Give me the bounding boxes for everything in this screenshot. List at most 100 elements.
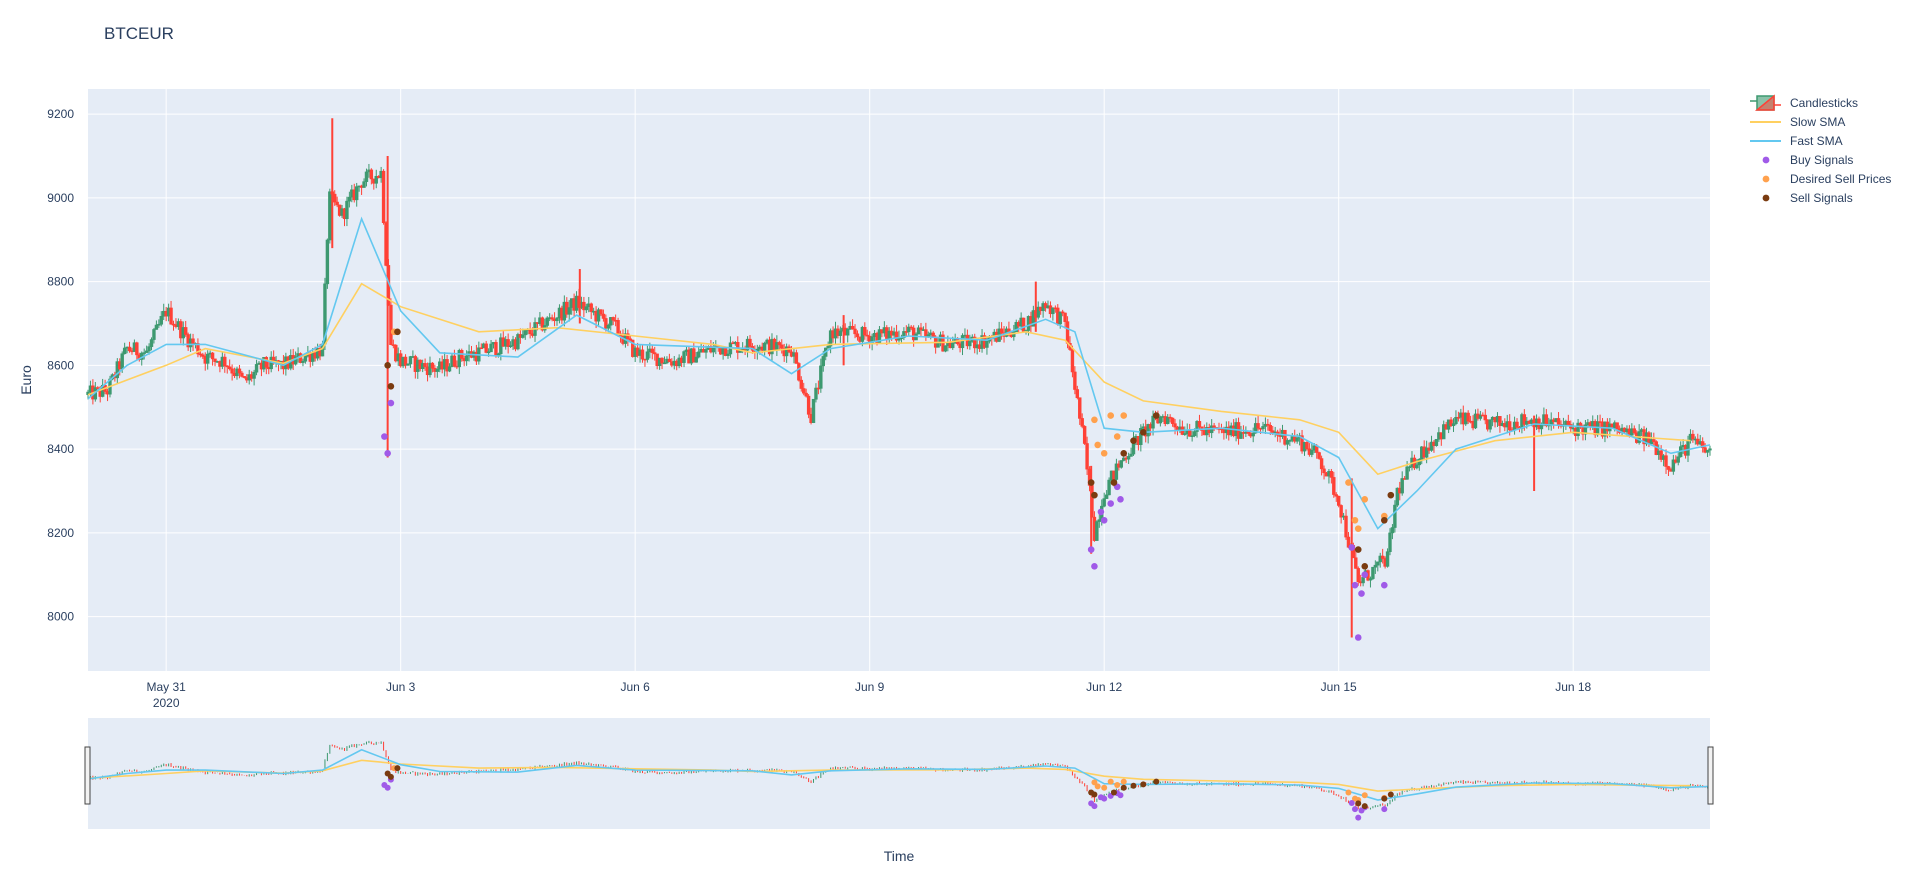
buy-signal-marker — [1358, 590, 1365, 597]
candle-body — [1129, 453, 1133, 457]
buy-signal-marker — [1091, 563, 1098, 570]
range-slider-left-handle[interactable] — [84, 746, 91, 805]
mini-buy-signal-marker — [1348, 800, 1355, 807]
candle-body — [1708, 448, 1712, 451]
main-plot[interactable] — [86, 89, 1712, 671]
candle-body — [999, 328, 1004, 334]
candle-body — [362, 181, 366, 188]
candle-body — [1239, 432, 1243, 439]
candle-body — [389, 304, 393, 345]
mini-desired-sell-marker — [1101, 784, 1108, 791]
candle-body — [865, 334, 869, 337]
candle-body — [804, 392, 808, 397]
x-axis-title: Time — [884, 848, 915, 864]
candle-body — [1344, 515, 1348, 538]
candle-body — [1400, 478, 1404, 494]
candle-body — [1246, 431, 1251, 434]
sell-signal-marker — [1153, 412, 1160, 419]
sell-signal-marker — [1380, 516, 1388, 524]
candle-body — [1190, 435, 1194, 438]
candle-body — [819, 365, 823, 389]
mini-sell-signal-marker — [1120, 784, 1127, 791]
candle-body — [1652, 439, 1656, 442]
candle-body — [601, 313, 606, 319]
candle-body — [423, 363, 427, 368]
mini-desired-sell-marker — [1114, 782, 1121, 789]
y-tick-label: 8800 — [47, 275, 74, 289]
legend-marker-swatch — [1762, 194, 1770, 202]
x-tick-label: Jun 3 — [386, 680, 416, 694]
sell-signal-marker — [1120, 449, 1128, 457]
candle-body — [1691, 433, 1695, 440]
candle-body — [626, 333, 630, 340]
candle-body — [506, 339, 510, 347]
candle-body — [1442, 424, 1446, 440]
candle-body — [821, 356, 825, 367]
candle-body — [1705, 449, 1710, 453]
candle-body — [486, 351, 491, 354]
range-slider-right-handle[interactable] — [1707, 746, 1714, 805]
candle-body — [1151, 415, 1155, 429]
candle-body — [1310, 449, 1314, 455]
mini-buy-signal-marker — [1117, 792, 1124, 799]
candle-body — [694, 356, 698, 363]
candle-body — [1166, 416, 1170, 425]
mini-desired-sell-marker — [1091, 779, 1098, 786]
range-slider-preview — [87, 740, 1711, 821]
candle-body — [445, 359, 449, 372]
legend-item-desired-sell-prices: Desired Sell Prices — [1762, 172, 1891, 186]
candle-body — [1378, 555, 1382, 563]
mini-desired-sell-marker — [1120, 778, 1127, 785]
candle-body — [1498, 416, 1502, 426]
candle-body — [968, 341, 972, 347]
mini-buy-signal-marker — [1355, 814, 1362, 821]
candle-body — [210, 352, 215, 360]
range-slider[interactable] — [84, 718, 1714, 829]
buy-signal-marker — [1380, 581, 1388, 589]
x-tick-label: Jun 18 — [1555, 680, 1591, 694]
mini-desired-sell-marker — [1107, 778, 1114, 785]
candle-body — [333, 193, 337, 203]
candle-body — [1078, 397, 1082, 419]
candle-body — [428, 362, 432, 376]
candle-body — [894, 331, 899, 341]
mini-desired-sell-marker — [1094, 783, 1101, 790]
candle-body — [1285, 440, 1290, 445]
candle-body — [1332, 477, 1336, 495]
candle-body — [364, 171, 369, 182]
buy-signal-marker — [1361, 571, 1369, 578]
mini-sell-signal-marker — [1355, 800, 1362, 807]
candle-body — [1014, 321, 1018, 333]
sell-signal-marker — [1087, 479, 1095, 486]
candle-body — [1466, 412, 1470, 422]
buy-signal-marker — [1354, 634, 1362, 641]
candle-body — [838, 330, 843, 336]
candle-body — [1183, 433, 1187, 435]
mini-sell-signal-marker — [387, 773, 394, 780]
candle-body — [225, 365, 229, 368]
legend-candle-dec-box — [1754, 94, 1775, 111]
candle-body — [863, 327, 867, 336]
candle-body — [616, 320, 620, 335]
mini-fast-sma-line — [87, 748, 1711, 801]
candle-body — [1168, 416, 1172, 419]
candle-body — [1576, 422, 1580, 436]
legend: Candlesticks Slow SMA Fast SMA Buy Signals D… — [1750, 94, 1891, 205]
candle-body — [1415, 464, 1419, 469]
candle-body — [347, 196, 352, 202]
candle-body — [1671, 459, 1676, 472]
candle-body — [696, 351, 701, 358]
candle-body — [1388, 532, 1392, 552]
legend-item-fast-sma: Fast SMA — [1750, 134, 1843, 148]
candle-body — [1456, 416, 1461, 419]
candle-body — [1539, 424, 1544, 430]
candle-body — [328, 191, 332, 241]
candle-body — [1451, 423, 1456, 427]
candle-body — [1583, 424, 1588, 435]
candle-body — [484, 343, 488, 353]
mini-sell-signal-marker — [1091, 791, 1098, 798]
range-slider-background — [88, 718, 1710, 829]
chart-title: BTCEUR — [104, 24, 174, 43]
candle-body — [797, 363, 801, 381]
candle-body — [1036, 306, 1040, 318]
